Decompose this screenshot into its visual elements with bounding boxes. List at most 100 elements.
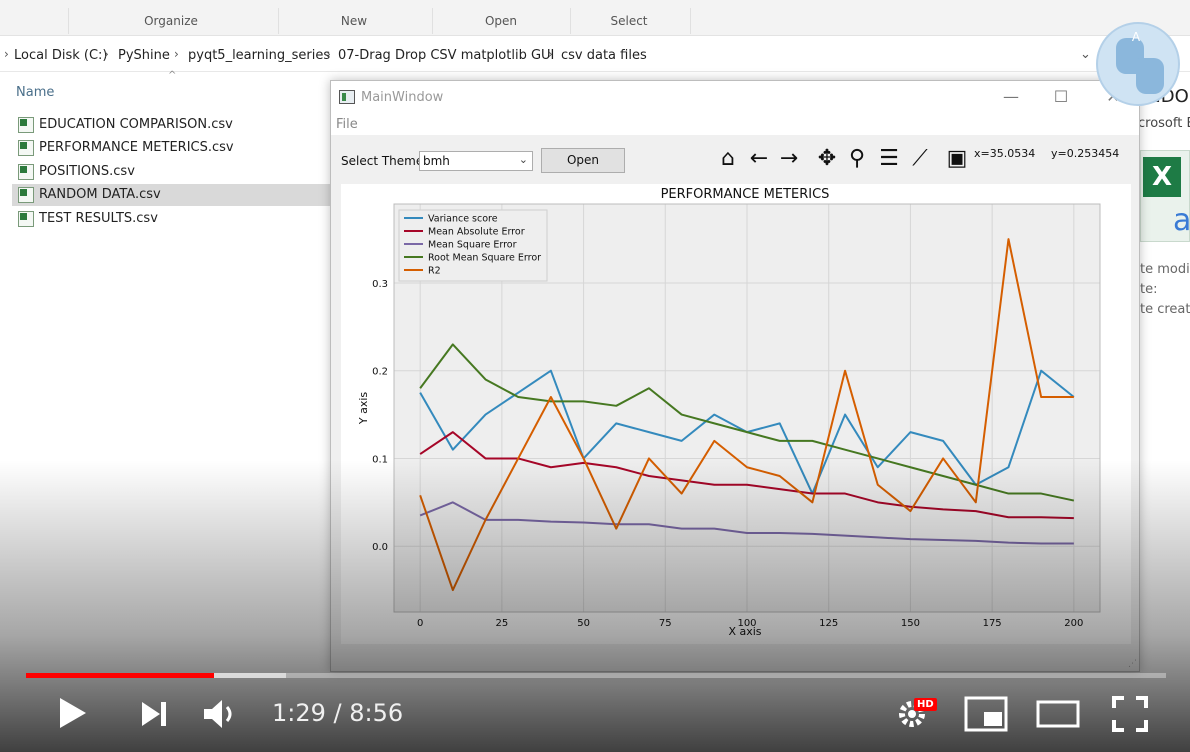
miniplayer-icon[interactable] xyxy=(964,696,1008,732)
python-logo-mark: A xyxy=(1131,30,1141,44)
chevron-down-icon: ⌄ xyxy=(518,153,528,166)
resize-grip-icon[interactable]: ⋰ xyxy=(1128,659,1137,669)
excel-file-icon xyxy=(18,164,34,180)
home-icon[interactable]: ⌂ xyxy=(721,146,735,171)
breadcrumb-series[interactable]: pyqt5_learning_series xyxy=(188,48,331,63)
pan-icon[interactable]: ✥ xyxy=(817,146,837,171)
file-name: PERFORMANCE METERICS.csv xyxy=(39,140,234,155)
volume-icon[interactable] xyxy=(202,698,238,730)
menu-bar: File xyxy=(331,113,1139,135)
ribbon-divider xyxy=(278,8,279,34)
legend-label: Variance score xyxy=(428,214,498,225)
legend-label: R2 xyxy=(428,266,441,277)
column-header-name[interactable]: Name xyxy=(16,85,55,100)
python-logo-shape xyxy=(1136,58,1164,94)
file-name: TEST RESULTS.csv xyxy=(39,211,158,226)
theater-icon[interactable] xyxy=(1036,698,1080,730)
ribbon-divider xyxy=(690,8,691,34)
x-axis-label: X axis xyxy=(728,625,761,638)
chevron-down-icon[interactable]: ⌄ xyxy=(1080,47,1091,62)
legend-label: Mean Square Error xyxy=(428,240,517,251)
excel-file-icon xyxy=(18,117,34,133)
excel-file-icon xyxy=(18,140,34,156)
file-item-selected[interactable]: RANDOM DATA.csv xyxy=(12,184,330,206)
excel-file-icon xyxy=(18,187,34,203)
legend-box xyxy=(398,209,548,282)
x-tick-label: 50 xyxy=(577,618,590,629)
fullscreen-icon[interactable] xyxy=(1112,696,1148,732)
ribbon-organize[interactable]: Organize xyxy=(144,14,198,28)
details-meta: te: xyxy=(1140,282,1158,297)
y-tick-label: 0.3 xyxy=(372,279,388,290)
x-tick-label: 125 xyxy=(819,618,838,629)
file-item[interactable]: PERFORMANCE METERICS.csv xyxy=(12,137,330,159)
plot-canvas[interactable]: PERFORMANCE METERICS 0 25 50 75 100 125 150 175… xyxy=(341,184,1131,644)
next-icon[interactable] xyxy=(140,700,168,728)
x-tick-label: 0 xyxy=(417,618,423,629)
theme-select[interactable]: bmh ⌄ xyxy=(419,151,533,171)
file-item[interactable]: TEST RESULTS.csv xyxy=(12,208,330,230)
breadcrumb-csv-folder[interactable]: csv data files xyxy=(561,48,647,63)
x-tick-label: 150 xyxy=(901,618,920,629)
window-titlebar[interactable]: MainWindow — ☐ ✕ xyxy=(331,81,1139,113)
cursor-y-readout: y=0.253454 xyxy=(1051,147,1120,160)
main-window[interactable]: MainWindow — ☐ ✕ File Select Theme bmh ⌄… xyxy=(330,80,1140,672)
save-icon[interactable]: ▣ xyxy=(946,146,968,171)
x-tick-label: 175 xyxy=(983,618,1002,629)
legend-label: Mean Absolute Error xyxy=(428,227,525,238)
chart: PERFORMANCE METERICS 0 25 50 75 100 125 150 175… xyxy=(357,187,1101,638)
x-tick-label: 25 xyxy=(495,618,508,629)
axes-edit-icon[interactable]: ⟋ xyxy=(912,146,928,171)
breadcrumb-pyshine[interactable]: PyShine xyxy=(118,48,170,63)
legend: Variance score Mean Absolute Error Mean Sq… xyxy=(398,209,548,282)
file-name: POSITIONS.csv xyxy=(39,164,135,179)
minimize-icon[interactable]: — xyxy=(1003,87,1019,106)
address-bar[interactable]: › Local Disk (C:) › PyShine › pyqt5_lear… xyxy=(0,40,1190,72)
file-item[interactable]: EDUCATION COMPARISON.csv xyxy=(12,114,330,136)
details-meta: te modif xyxy=(1140,262,1190,277)
app-window-icon xyxy=(339,90,355,104)
y-tick-label: 0.1 xyxy=(372,454,388,465)
settings-icon[interactable] xyxy=(896,698,928,730)
ribbon-new[interactable]: New xyxy=(340,14,368,28)
breadcrumb-local-disk[interactable]: Local Disk (C:) xyxy=(14,48,108,63)
ribbon-select[interactable]: Select xyxy=(610,14,648,28)
y-axis-label: Y axis xyxy=(357,392,370,426)
menu-file[interactable]: File xyxy=(336,117,358,132)
python-logo: A xyxy=(1096,22,1180,106)
ribbon-open[interactable]: Open xyxy=(484,14,518,28)
time-display: 1:29 / 8:56 xyxy=(272,699,404,727)
y-tick-label: 0.2 xyxy=(372,367,388,378)
open-button[interactable]: Open xyxy=(541,148,625,173)
file-name: RANDOM DATA.csv xyxy=(39,187,161,202)
explorer-ribbon: Organize New Open Select xyxy=(0,0,1190,36)
chevron-right-icon: › xyxy=(174,47,179,61)
window-title: MainWindow xyxy=(361,90,444,105)
y-tick-label: 0.0 xyxy=(372,542,388,553)
file-name: EDUCATION COMPARISON.csv xyxy=(39,117,233,132)
x-tick-label: 200 xyxy=(1064,618,1083,629)
maximize-icon[interactable]: ☐ xyxy=(1053,87,1069,106)
back-arrow-icon[interactable]: ← xyxy=(749,146,769,171)
details-app-name: crosoft E xyxy=(1138,116,1190,131)
forward-arrow-icon[interactable]: → xyxy=(779,146,799,171)
excel-file-icon xyxy=(18,211,34,227)
progress-bar[interactable] xyxy=(26,673,1166,678)
legend-label: Root Mean Square Error xyxy=(428,253,541,264)
hd-badge: HD xyxy=(914,698,937,711)
chevron-right-icon: › xyxy=(4,47,9,61)
subplots-config-icon[interactable]: ☰ xyxy=(879,146,899,171)
breadcrumb-project[interactable]: 07-Drag Drop CSV matplotlib GUI xyxy=(338,48,555,63)
play-icon[interactable] xyxy=(58,696,88,730)
chevron-right-icon: › xyxy=(548,47,553,61)
cursor-x-readout: x=35.0534 xyxy=(974,147,1036,160)
ribbon-divider xyxy=(432,8,433,34)
ribbon-divider xyxy=(68,8,69,34)
sort-ascending-icon: ^ xyxy=(168,70,177,81)
chart-title: PERFORMANCE METERICS xyxy=(661,187,830,202)
chevron-right-icon: › xyxy=(104,47,109,61)
zoom-icon[interactable]: ⚲ xyxy=(848,146,866,171)
excel-app-icon xyxy=(1140,150,1190,242)
file-item[interactable]: POSITIONS.csv xyxy=(12,161,330,183)
details-meta: te create xyxy=(1140,302,1190,317)
